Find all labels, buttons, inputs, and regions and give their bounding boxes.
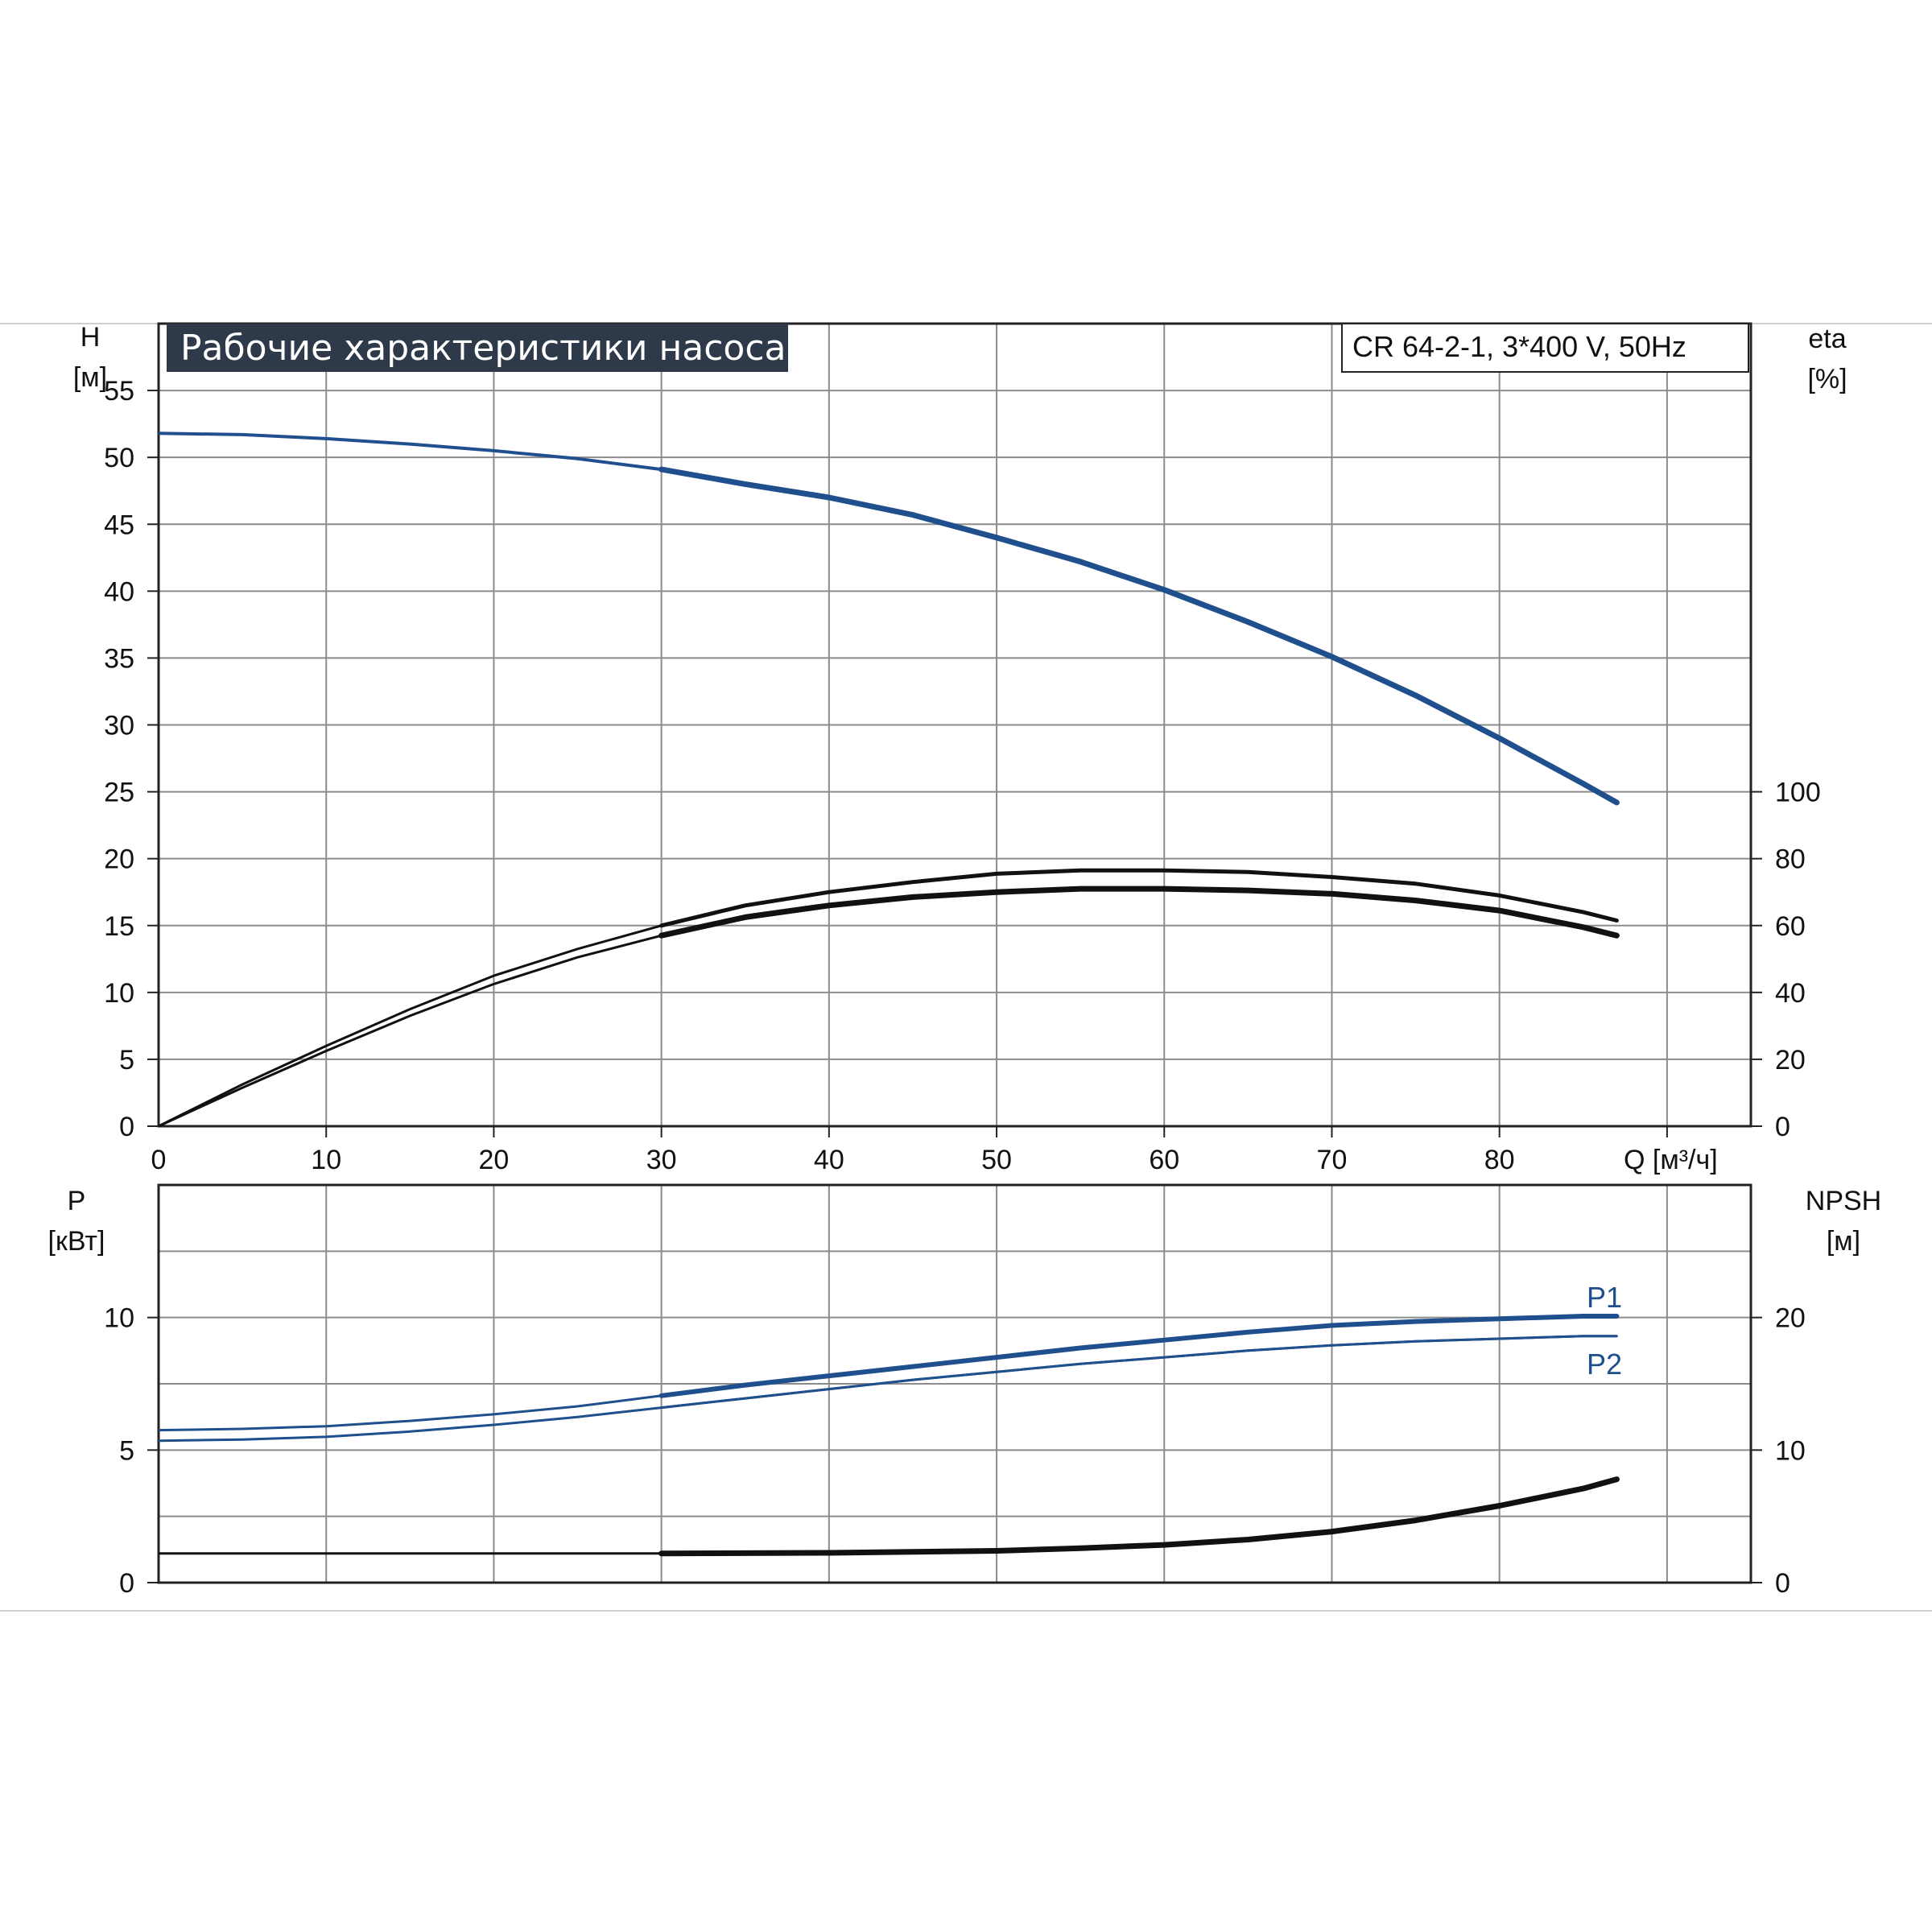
- h-axis-unit: [м]: [73, 362, 107, 393]
- chart-title: Рабочие характеристики насоса: [180, 328, 786, 369]
- y2-tick-label: 20: [1775, 1045, 1806, 1075]
- y-tick-label: 0: [119, 1112, 134, 1142]
- y-tick-label: 55: [104, 376, 134, 407]
- y2-tick-label: 40: [1775, 978, 1806, 1009]
- y-tick-label: 40: [104, 576, 134, 607]
- y-tick-label: 45: [104, 510, 134, 540]
- series-label-p1: P1: [1587, 1281, 1622, 1314]
- q-axis-label: Q [м³/ч]: [1624, 1145, 1718, 1175]
- y-tick-label: 20: [104, 844, 134, 875]
- efficiency-curve-2-duty-range: [658, 886, 1620, 939]
- head-curve: [158, 431, 1618, 804]
- y-tick-label: 10: [104, 978, 134, 1009]
- efficiency-curve-1: [158, 869, 1617, 1128]
- bottom-grid: [159, 1185, 1751, 1583]
- p1-curve: [158, 1315, 1617, 1432]
- bottom-series-group: [158, 1314, 1620, 1557]
- model-box: [1341, 323, 1749, 373]
- x-tick-label: 10: [311, 1145, 341, 1175]
- npsh-axis-title: NPSH: [1806, 1186, 1881, 1216]
- x-tick-label: 60: [1149, 1145, 1179, 1175]
- x-tick-label: 30: [646, 1145, 677, 1175]
- x-tick-label: 0: [151, 1145, 167, 1175]
- y-tick-label: 25: [104, 778, 134, 808]
- x-tick-label: 70: [1317, 1145, 1348, 1175]
- efficiency-curve-2: [158, 887, 1617, 1128]
- p-axis-title: P: [68, 1186, 86, 1216]
- y2-tick-label: 0: [1775, 1112, 1790, 1142]
- p2-curve-duty-range: [660, 1335, 1618, 1410]
- x-tick-label: 20: [479, 1145, 510, 1175]
- y-tick-label: 30: [104, 711, 134, 741]
- p-axis-unit: [кВт]: [48, 1226, 105, 1257]
- series-label-p2: P2: [1587, 1348, 1622, 1381]
- y-tick-label: 5: [119, 1045, 134, 1075]
- eta-axis-unit: [%]: [1807, 364, 1847, 394]
- npsh-axis-unit: [м]: [1827, 1226, 1860, 1257]
- p-tick-label: 5: [119, 1435, 134, 1466]
- p-tick-label: 10: [104, 1303, 134, 1334]
- eta-axis-title: eta: [1808, 324, 1846, 354]
- top-series-group: [158, 431, 1620, 1128]
- x-tick-label: 50: [981, 1145, 1012, 1175]
- y2-tick-label: 80: [1775, 844, 1806, 875]
- p-tick-label: 0: [119, 1568, 134, 1599]
- x-tick-label: 80: [1484, 1145, 1515, 1175]
- y2-tick-label: 100: [1775, 778, 1821, 808]
- npsh-curve-duty-range: [658, 1476, 1620, 1557]
- y-tick-label: 15: [104, 911, 134, 942]
- y2-tick-label: 60: [1775, 911, 1806, 942]
- npsh-tick-label: 0: [1775, 1568, 1790, 1599]
- y-tick-label: 35: [104, 643, 134, 674]
- npsh-tick-label: 20: [1775, 1303, 1806, 1334]
- head-curve-duty-range: [658, 466, 1620, 806]
- npsh-tick-label: 10: [1775, 1435, 1806, 1466]
- p2-curve: [158, 1335, 1617, 1443]
- model-subtitle: CR 64-2-1, 3*400 V, 50Hz: [1352, 330, 1686, 363]
- h-axis-title: H: [80, 322, 101, 353]
- y-tick-label: 50: [104, 443, 134, 473]
- bottom-plot-frame: [157, 1183, 1752, 1584]
- efficiency-curve-1-duty-range: [659, 868, 1619, 928]
- chart-title-bg: [167, 324, 788, 372]
- x-tick-label: 40: [814, 1145, 844, 1175]
- p1-curve-duty-range: [658, 1314, 1620, 1398]
